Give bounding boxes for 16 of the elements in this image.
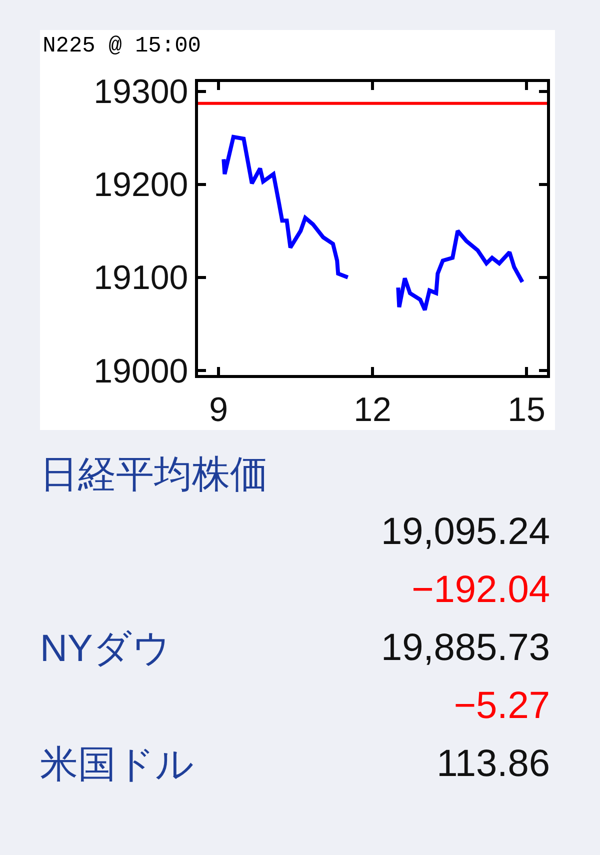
- x-tick-label: 9: [209, 390, 228, 429]
- text: 113.86: [436, 742, 550, 786]
- x-tick-label: 15: [508, 390, 546, 429]
- text: −5.27: [454, 684, 550, 728]
- text: NYダウ: [40, 626, 171, 672]
- text: −192.04: [412, 568, 550, 612]
- y-tick-label: 19100: [94, 259, 188, 298]
- text: 日経平均株価: [40, 452, 268, 498]
- y-tick-label: 19200: [94, 166, 188, 204]
- chart-title: N225 @ 15:00: [42, 33, 202, 58]
- text: 米国ドル: [40, 742, 194, 788]
- x-tick-label: 12: [354, 390, 392, 429]
- y-tick-label: 19000: [94, 352, 188, 390]
- text: 19,885.73: [380, 626, 550, 670]
- text: 19,095.24: [380, 510, 550, 554]
- y-tick-label: 19300: [94, 73, 188, 112]
